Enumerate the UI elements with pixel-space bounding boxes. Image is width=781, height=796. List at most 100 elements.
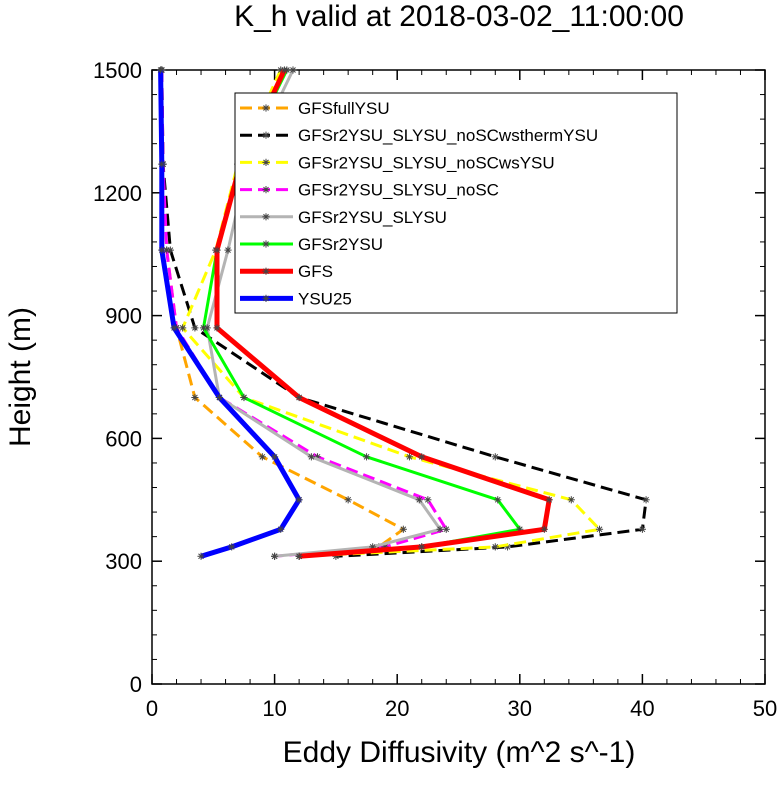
marker-stroke xyxy=(541,526,548,533)
marker-stroke xyxy=(281,67,288,73)
marker-stroke xyxy=(263,186,269,193)
data-point xyxy=(258,453,266,461)
y-tick-label: 0 xyxy=(130,672,142,697)
series-line xyxy=(160,69,448,558)
legend-marker xyxy=(262,294,270,302)
marker-stroke xyxy=(259,453,266,460)
legend-label: GFS xyxy=(298,262,333,281)
legend-marker xyxy=(262,267,270,275)
data-point xyxy=(271,552,279,560)
data-point xyxy=(158,246,166,254)
marker-stroke xyxy=(214,247,220,253)
marker-stroke xyxy=(296,394,302,401)
x-tick-label: 50 xyxy=(753,696,777,721)
plot-frame xyxy=(151,69,766,685)
y-axis-label: Height (m) xyxy=(4,307,37,447)
marker-stroke xyxy=(400,526,407,533)
marker-stroke xyxy=(546,496,553,503)
marker-stroke xyxy=(494,496,501,503)
legend-label: GFSr2YSU_SLYSU_noSCwsYSU xyxy=(298,153,555,172)
marker-stroke xyxy=(643,496,649,503)
legend-label: GFSr2YSU_SLYSU_noSC xyxy=(298,181,499,200)
data-point xyxy=(567,496,575,504)
marker-stroke xyxy=(296,496,302,503)
y-tick-label: 600 xyxy=(105,426,142,451)
marker-stroke xyxy=(277,526,284,533)
data-point xyxy=(491,543,499,551)
marker-stroke xyxy=(163,247,170,253)
data-point xyxy=(405,453,414,461)
data-point xyxy=(191,324,199,332)
data-point xyxy=(307,453,315,461)
marker-stroke xyxy=(225,247,231,253)
marker-stroke xyxy=(418,453,425,460)
marker-stroke xyxy=(263,268,269,275)
data-point xyxy=(213,324,221,332)
data-point xyxy=(418,453,426,461)
x-tick-label: 20 xyxy=(385,696,409,721)
data-point xyxy=(545,496,553,504)
legend-box xyxy=(234,92,678,314)
legend-marker xyxy=(262,158,270,166)
plot-area: 0 10 20 30 40 50 0 300 600 900 1200 1500 xyxy=(93,58,777,721)
data-point xyxy=(215,393,224,402)
data-point xyxy=(540,525,548,533)
series-line xyxy=(214,68,552,559)
data-point xyxy=(638,525,646,533)
marker-stroke xyxy=(263,105,269,111)
data-point xyxy=(494,496,502,504)
data-point xyxy=(295,393,303,402)
legend-label: GFSr2YSU xyxy=(298,235,383,254)
marker-stroke xyxy=(443,526,450,533)
marker-stroke xyxy=(418,543,425,550)
data-point xyxy=(289,66,297,74)
data-point xyxy=(277,525,285,533)
x-tick-label: 40 xyxy=(630,696,654,721)
data-point xyxy=(418,543,426,551)
data-point xyxy=(240,393,248,402)
marker-stroke xyxy=(179,325,186,331)
marker-stroke xyxy=(263,213,269,220)
data-point xyxy=(399,525,407,533)
legend-label: GFSr2YSU_SLYSU_noSCwsthermYSU xyxy=(298,126,598,145)
marker-stroke xyxy=(504,543,511,550)
legend-marker xyxy=(262,213,270,221)
series-line xyxy=(160,69,648,558)
marker-stroke xyxy=(192,394,198,401)
marker-stroke xyxy=(241,394,247,401)
marker-stroke xyxy=(158,247,165,253)
legend-marker xyxy=(262,131,270,139)
marker-stroke xyxy=(424,496,431,503)
marker-stroke xyxy=(263,295,269,302)
legend-marker xyxy=(262,104,270,112)
data-point xyxy=(295,552,303,560)
y-tick-label: 900 xyxy=(105,304,142,329)
y-tick-label: 300 xyxy=(105,549,142,574)
marker-stroke xyxy=(214,325,220,331)
marker-stroke xyxy=(290,67,296,73)
series-7 xyxy=(156,66,303,560)
marker-stroke xyxy=(363,453,370,460)
data-point xyxy=(415,496,423,504)
data-point xyxy=(170,324,178,332)
marker-stroke xyxy=(437,526,443,533)
data-point xyxy=(442,525,450,533)
x-tick-label: 30 xyxy=(508,696,532,721)
data-point xyxy=(491,453,499,461)
data-point xyxy=(228,543,236,551)
legend-marker xyxy=(262,240,270,248)
legend: GFSfullYSU GFSr2YSU_SLYSU_noSCwsthermYSU G… xyxy=(234,92,678,314)
marker-stroke xyxy=(216,394,223,401)
marker-stroke xyxy=(263,132,269,139)
x-tick-label: 10 xyxy=(262,696,286,721)
legend-label: YSU25 xyxy=(298,289,352,308)
x-axis-label: Eddy Diffusivity (m^2 s^-1) xyxy=(283,736,636,769)
marker-stroke xyxy=(263,159,269,166)
data-point xyxy=(344,496,352,504)
legend-label: GFSfullYSU xyxy=(298,99,390,118)
data-point xyxy=(199,324,208,332)
data-point xyxy=(280,66,289,74)
marker-stroke xyxy=(345,496,352,503)
